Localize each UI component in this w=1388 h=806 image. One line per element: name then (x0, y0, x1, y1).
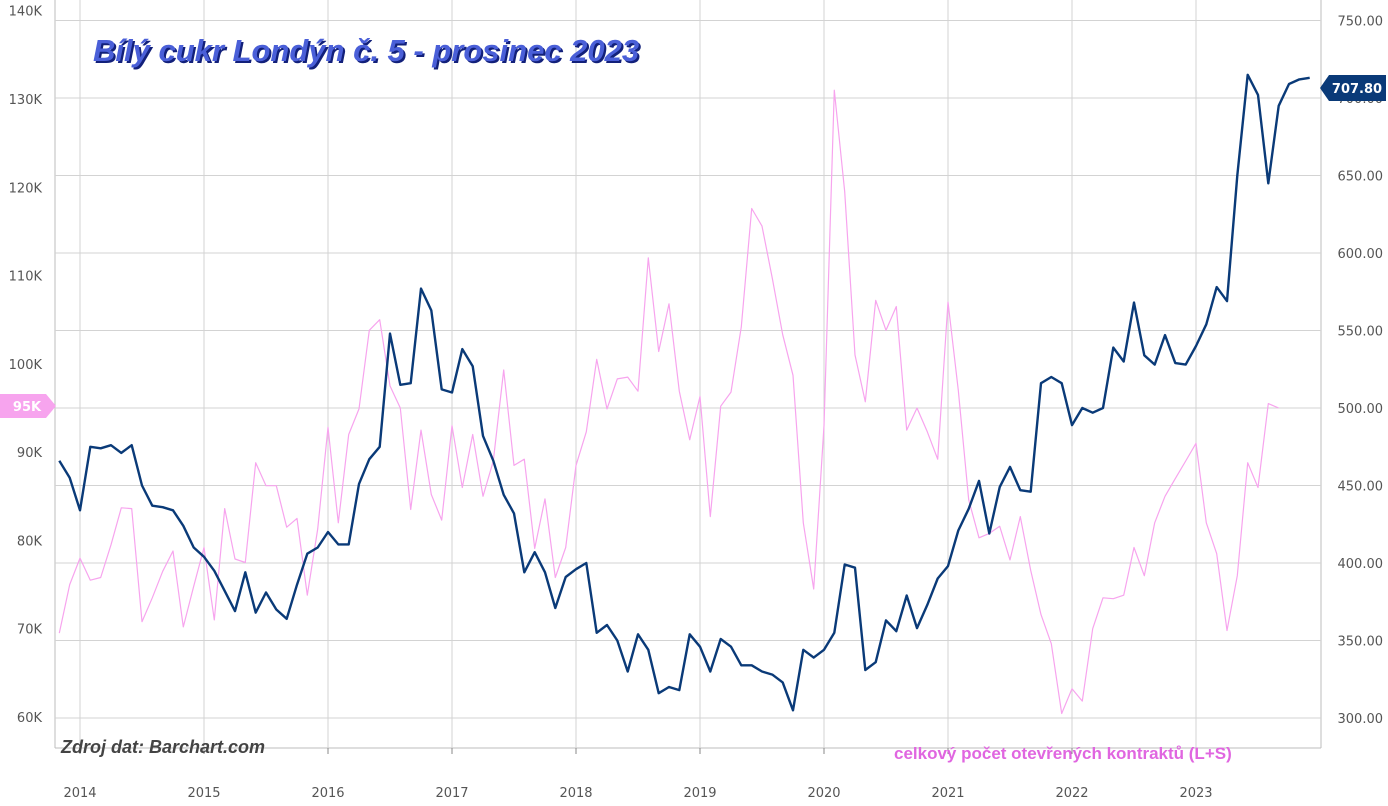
right-tick-label: 600.00 (1338, 247, 1384, 262)
left-tick-label: 90K (17, 446, 43, 461)
left-tick-label: 130K (9, 93, 43, 108)
left-tick-label: 70K (17, 623, 43, 638)
chart-title: Bílý cukr Londýn č. 5 - prosinec 2023 (93, 33, 639, 68)
left-tick-label: 110K (9, 270, 43, 285)
left-tick-label: 100K (9, 358, 43, 373)
left-axis-ticks: 60K 70K 80K 90K 100K 110K 120K 130K 140K (9, 5, 43, 726)
right-axis-ticks: 300.00 350.00 400.00 450.00 500.00 550.00 600.… (1338, 15, 1384, 728)
last-price-value: 707.80 (1332, 82, 1382, 97)
right-tick-label: 400.00 (1338, 557, 1384, 572)
x-tick-label: 2015 (187, 786, 220, 801)
legend-label: celkový počet otevřených kontraktů (L+S) (894, 744, 1232, 763)
x-tick-label: 2018 (559, 786, 592, 801)
right-tick-label: 500.00 (1338, 402, 1384, 417)
x-tick-label: 2020 (807, 786, 840, 801)
x-tick-label: 2021 (931, 786, 964, 801)
right-tick-label: 450.00 (1338, 480, 1384, 495)
x-tick-label: 2017 (435, 786, 468, 801)
left-tick-label: 80K (17, 534, 43, 549)
x-tick-label: 2014 (63, 786, 96, 801)
last-oi-badge: 95K (0, 394, 56, 418)
price-series-line (58, 73, 1310, 712)
left-tick-label: 60K (17, 711, 43, 726)
open-interest-series-line (58, 89, 1279, 715)
chart-title: Bílý cukr Londýn č. 5 - prosinec 2023 (95, 35, 641, 70)
last-oi-value: 95K (13, 400, 42, 415)
left-tick-label: 120K (9, 181, 43, 196)
right-tick-label: 300.00 (1338, 712, 1384, 727)
last-price-badge: 707.80 (1320, 75, 1386, 101)
grid-lines (54, 0, 1322, 749)
right-tick-label: 350.00 (1338, 635, 1384, 650)
x-tick-label: 2019 (683, 786, 716, 801)
x-tick-label: 2016 (311, 786, 344, 801)
x-tick-label: 2023 (1179, 786, 1212, 801)
x-tick-label: 2022 (1055, 786, 1088, 801)
series-layer (58, 73, 1310, 715)
source-label: Zdroj dat: Barchart.com (60, 737, 265, 757)
left-tick-label: 140K (9, 5, 43, 20)
right-tick-label: 650.00 (1338, 170, 1384, 185)
right-tick-label: 750.00 (1338, 15, 1384, 30)
right-tick-label: 550.00 (1338, 325, 1384, 340)
x-axis-ticks: 2014 2015 2016 2017 2018 2019 2020 2021 2022 2023 (63, 748, 1213, 801)
